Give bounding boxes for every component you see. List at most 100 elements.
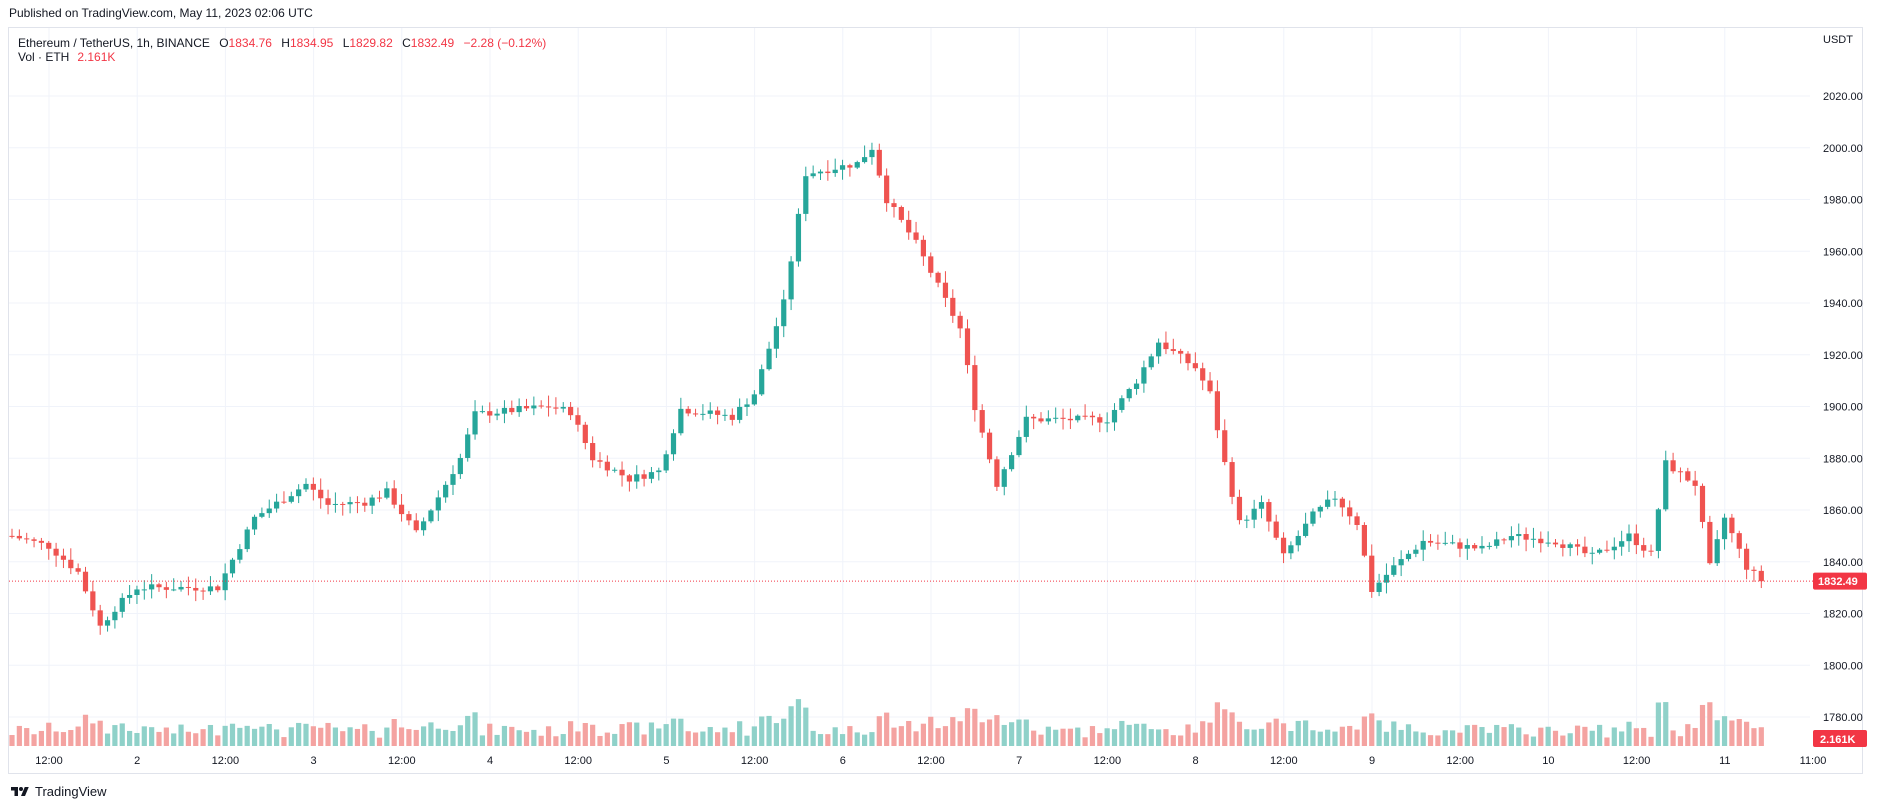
volume-bar xyxy=(229,723,236,746)
time-tick-label: 12:00 xyxy=(212,755,240,767)
candle-up xyxy=(1626,524,1632,552)
candle-down xyxy=(847,163,853,177)
volume-bar xyxy=(994,715,1000,746)
volume-bar xyxy=(1280,723,1287,746)
volume-bar xyxy=(259,726,265,746)
volume-bar xyxy=(369,730,375,746)
volume-bar xyxy=(38,730,44,746)
candle-up xyxy=(296,484,302,504)
candle-body xyxy=(112,611,118,621)
candle-down xyxy=(200,587,206,600)
candle-up xyxy=(303,478,309,492)
candle-body xyxy=(1082,415,1088,417)
volume-bar xyxy=(251,728,258,746)
candle-body xyxy=(1508,536,1514,541)
close-label: C xyxy=(402,36,411,50)
candle-body xyxy=(590,443,596,461)
candle-body xyxy=(634,474,640,482)
volume-bar xyxy=(538,735,544,746)
candle-body xyxy=(266,508,272,514)
volume-bar xyxy=(884,712,890,746)
volume-bar xyxy=(1332,731,1338,746)
volume-bar xyxy=(1082,737,1088,746)
volume-bar xyxy=(1641,727,1647,746)
candle-body xyxy=(1457,542,1463,549)
volume-label[interactable]: Vol · ETH xyxy=(18,50,70,64)
candle-down xyxy=(406,510,412,526)
candle-body xyxy=(729,414,735,420)
volume-bar xyxy=(1133,723,1140,746)
volume-bar xyxy=(803,707,809,746)
volume-bar xyxy=(1413,731,1419,746)
candle-body xyxy=(979,410,985,433)
candle-up xyxy=(251,514,258,535)
volume-bar xyxy=(406,729,412,746)
candle-down xyxy=(75,563,81,575)
volume-bar xyxy=(1457,732,1463,746)
candle-up xyxy=(1530,527,1537,548)
candle-body xyxy=(1053,417,1059,419)
candle-down xyxy=(1200,362,1206,391)
candle-up xyxy=(759,364,765,396)
candle-down xyxy=(972,355,978,422)
time-tick-label: 10 xyxy=(1542,755,1554,767)
candle-down xyxy=(398,494,405,522)
candle-down xyxy=(1744,543,1750,580)
candle-body xyxy=(53,548,59,556)
volume-bar xyxy=(1405,724,1412,746)
candle-down xyxy=(185,576,191,596)
volume-bar xyxy=(1699,704,1706,746)
tradingview-brand[interactable]: TradingView xyxy=(9,784,107,799)
candle-body xyxy=(1714,539,1720,564)
candle-body xyxy=(1413,549,1419,554)
candle-body xyxy=(1354,516,1360,525)
volume-bar xyxy=(1141,723,1147,746)
volume-bar xyxy=(68,730,74,746)
candle-body xyxy=(1067,418,1073,421)
volume-bar xyxy=(1045,726,1051,746)
candle-body xyxy=(1663,460,1669,510)
candle-down xyxy=(1560,539,1566,557)
volume-bar xyxy=(1236,721,1243,746)
volume-bar xyxy=(171,733,177,746)
candle-up xyxy=(435,490,441,522)
candle-down xyxy=(53,542,59,567)
volume-bar xyxy=(1714,720,1720,746)
candle-body xyxy=(501,407,508,414)
volume-bar xyxy=(1023,719,1029,746)
symbol-title[interactable]: Ethereum / TetherUS, 1h, BINANCE xyxy=(18,36,210,50)
currency-label[interactable]: USDT xyxy=(1823,34,1853,46)
chart-frame[interactable] xyxy=(8,27,1863,774)
volume-bar xyxy=(53,731,59,746)
candle-up xyxy=(1567,542,1573,557)
candle-body xyxy=(1288,545,1294,554)
candle-down xyxy=(38,537,44,550)
candle-up xyxy=(1450,534,1456,545)
candle-up xyxy=(1721,513,1728,550)
volume-bar xyxy=(560,734,566,746)
volume-bar xyxy=(1031,730,1037,746)
candle-down xyxy=(568,402,574,421)
candle-down xyxy=(340,501,346,516)
volume-bar xyxy=(46,722,52,746)
volume-bar xyxy=(619,724,625,746)
candle-body xyxy=(928,256,934,273)
candle-down xyxy=(1369,544,1375,598)
candle-body xyxy=(545,406,552,408)
candle-down xyxy=(1236,489,1243,525)
candle-up xyxy=(266,499,272,518)
candle-body xyxy=(229,559,236,574)
candle-up xyxy=(1148,353,1154,370)
candle-body xyxy=(1126,389,1132,399)
candle-down xyxy=(97,604,103,635)
volume-bar xyxy=(501,725,508,746)
candle-body xyxy=(1611,546,1617,551)
price-tick-label: 1880.00 xyxy=(1823,453,1863,465)
volume-bar xyxy=(1310,730,1316,746)
volume-bar xyxy=(935,728,941,746)
candle-body xyxy=(1405,553,1412,560)
volume-bar xyxy=(75,726,81,746)
price-tick-label: 1900.00 xyxy=(1823,402,1863,414)
candle-body xyxy=(1582,546,1588,554)
